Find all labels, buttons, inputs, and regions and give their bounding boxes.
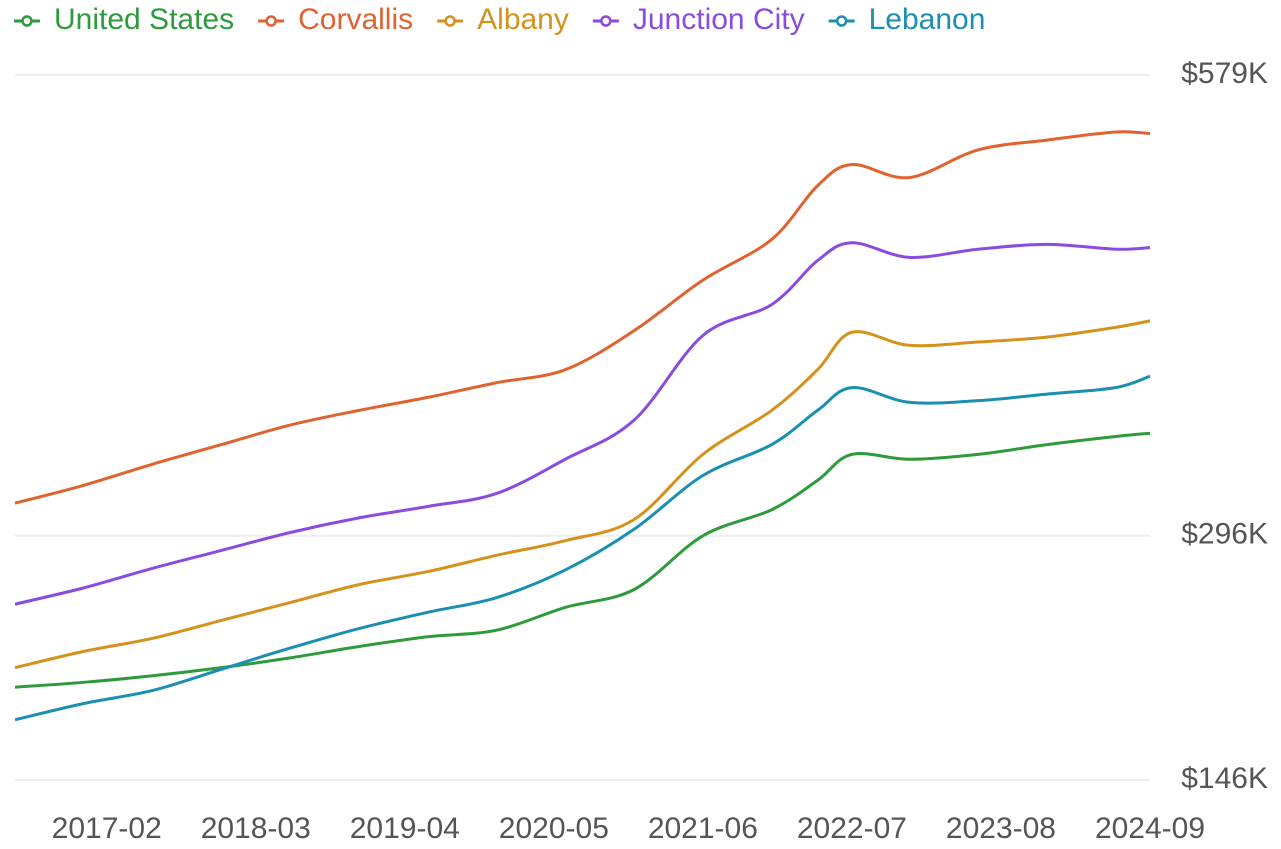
legend-label: Albany — [477, 3, 569, 36]
y-tick-label: $146K — [1181, 762, 1268, 795]
x-tick-label: 2017-02 — [52, 812, 162, 845]
legend-marker — [444, 15, 456, 27]
legend-item: United States — [14, 3, 234, 36]
x-tick-label: 2023-08 — [946, 812, 1056, 845]
series-line — [14, 374, 1151, 722]
x-tick-label: 2021-06 — [648, 812, 758, 845]
legend-marker — [21, 15, 33, 27]
series-line — [14, 130, 1151, 505]
series-line — [14, 241, 1151, 606]
legend-label: Corvallis — [298, 3, 413, 36]
legend-item: Corvallis — [258, 3, 413, 36]
legend-item: Lebanon — [828, 3, 986, 36]
legend-label: United States — [54, 3, 234, 36]
legend-marker — [835, 15, 848, 27]
x-tick-label: 2024-09 — [1095, 812, 1205, 845]
legend-item: Albany — [437, 3, 569, 36]
series-line — [14, 319, 1151, 670]
legend-marker — [600, 15, 612, 27]
legend-item: Junction City — [592, 3, 805, 36]
x-tick-label: 2020-05 — [499, 812, 609, 845]
y-tick-label: $579K — [1181, 57, 1268, 90]
series-line — [14, 431, 1151, 689]
x-tick-label: 2019-04 — [350, 812, 460, 845]
legend-label: Lebanon — [869, 3, 986, 36]
y-tick-label: $296K — [1181, 518, 1268, 551]
legend-label: Junction City — [633, 3, 805, 36]
x-tick-label: 2022-07 — [797, 812, 907, 845]
x-tick-label: 2018-03 — [201, 812, 311, 845]
legend-marker — [265, 15, 277, 27]
